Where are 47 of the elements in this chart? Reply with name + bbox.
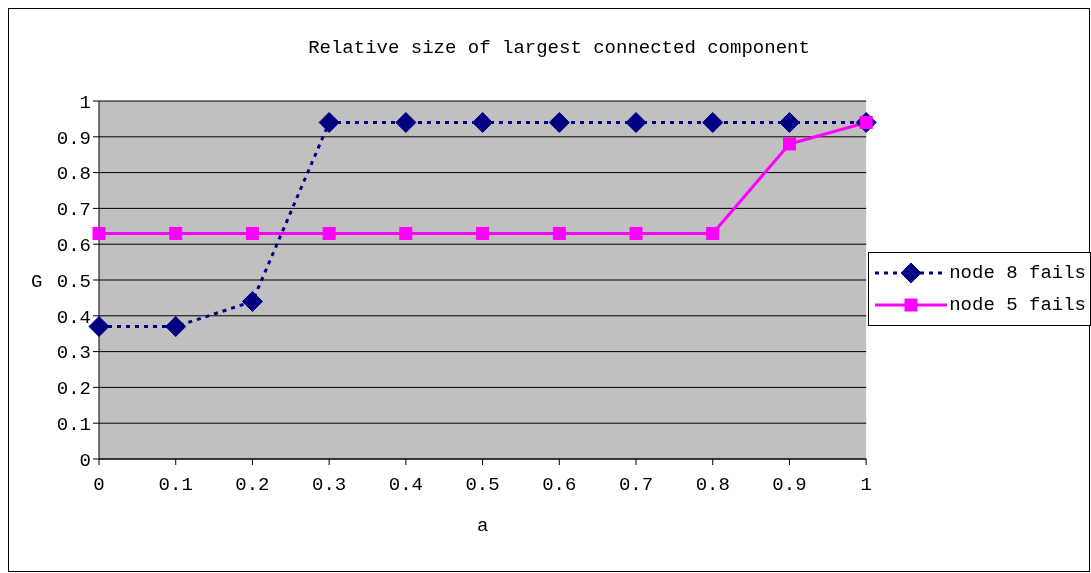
- y-tick-label: 0.1: [56, 413, 91, 436]
- x-tick-label: 0.3: [312, 474, 347, 497]
- x-tick-label: 1: [860, 474, 872, 497]
- y-tick-label: 1: [79, 91, 91, 114]
- x-tick-label: 0.9: [772, 474, 807, 497]
- point: [778, 111, 800, 133]
- y-tick-label: 0.4: [56, 306, 91, 329]
- point: [552, 226, 566, 240]
- x-tick-label: 0.2: [235, 474, 270, 497]
- point: [399, 226, 413, 240]
- y-axis-title: G: [31, 270, 43, 293]
- x-tick-label: 0.8: [695, 474, 730, 497]
- point: [169, 226, 183, 240]
- point: [88, 316, 110, 338]
- legend-label: node 5 fails: [949, 294, 1086, 316]
- point: [476, 226, 490, 240]
- point: [245, 226, 259, 240]
- point: [92, 226, 106, 240]
- x-tick-label: 0.7: [618, 474, 654, 497]
- x-tick-label: 0.5: [465, 474, 500, 497]
- y-tick-label: 0: [79, 449, 91, 472]
- x-tick-label: 0.6: [542, 474, 577, 497]
- chart-title: Relative size of largest connected component: [307, 37, 811, 59]
- y-tick-label: 0.6: [56, 234, 91, 257]
- y-tick-label: 0.5: [56, 270, 91, 293]
- point: [322, 226, 336, 240]
- x-tick-label: 0: [93, 474, 105, 497]
- point: [241, 290, 263, 312]
- y-tick-label: 0.9: [56, 127, 91, 150]
- x-tick-label: 0.1: [158, 474, 193, 497]
- point: [472, 111, 494, 133]
- point: [782, 137, 796, 151]
- y-tick-label: 0.8: [56, 163, 91, 186]
- x-axis-title: a: [476, 515, 489, 537]
- y-tick-label: 0.2: [56, 378, 91, 401]
- point: [165, 316, 187, 338]
- point: [629, 226, 643, 240]
- point: [395, 111, 417, 133]
- point: [318, 111, 340, 133]
- point: [548, 111, 570, 133]
- x-tick-label: 0.4: [388, 474, 423, 497]
- legend-label: node 8 fails: [949, 262, 1086, 284]
- point: [702, 111, 724, 133]
- y-tick-label: 0.3: [56, 342, 91, 365]
- point: [706, 226, 720, 240]
- y-tick-label: 0.7: [56, 199, 91, 222]
- point: [625, 111, 647, 133]
